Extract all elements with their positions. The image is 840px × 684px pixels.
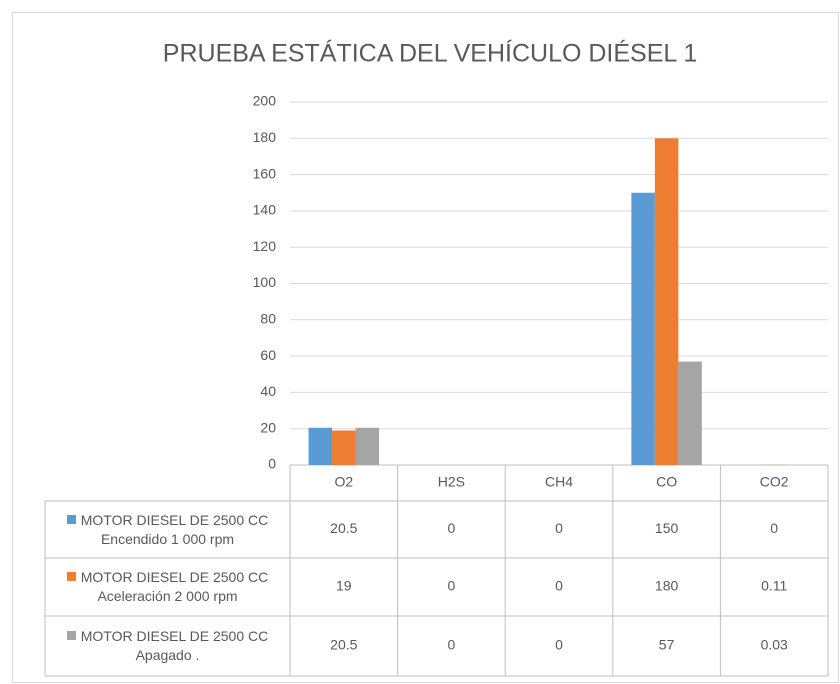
- x-tick-label: H2S: [438, 474, 465, 490]
- table-value: 20.5: [330, 637, 357, 653]
- y-tick-label: 100: [253, 274, 277, 290]
- legend-label: MOTOR DIESEL DE 2500 CC Apagado .: [80, 628, 269, 663]
- legend-swatch: [66, 631, 76, 640]
- y-tick-label: 120: [253, 238, 277, 254]
- x-tick-label: O2: [334, 474, 353, 490]
- chart-title: PRUEBA ESTÁTICA DEL VEHÍCULO DIÉSEL 1: [163, 39, 697, 68]
- table-value: 0: [448, 520, 456, 536]
- x-tick-label: CO2: [760, 474, 789, 490]
- x-tick-label: CH4: [545, 474, 573, 490]
- table-value: 19: [336, 578, 352, 594]
- y-tick-label: 60: [260, 347, 276, 363]
- table-value: 57: [659, 637, 675, 653]
- bar: [678, 361, 702, 465]
- y-tick-label: 20: [260, 419, 276, 435]
- bar: [654, 138, 679, 466]
- table-value: 0: [555, 520, 563, 536]
- legend-entry: MOTOR DIESEL DE 2500 CC Apagado .: [45, 616, 290, 676]
- y-tick-label: 140: [253, 202, 277, 218]
- y-tick-label: 160: [253, 165, 277, 181]
- table-value: 0.11: [761, 578, 787, 594]
- bar: [308, 427, 333, 465]
- table-value: 20.5: [330, 520, 357, 536]
- table-value: 0: [448, 578, 456, 594]
- table-value: 180: [655, 578, 679, 594]
- legend-entry: MOTOR DIESEL DE 2500 CC Aceleración 2 00…: [45, 558, 290, 616]
- table-value: 0: [555, 637, 563, 653]
- y-tick-label: 40: [260, 383, 276, 399]
- y-tick-label: 0: [268, 456, 276, 472]
- table-value: 0: [770, 520, 778, 536]
- table-value: 0.03: [761, 637, 788, 653]
- bar: [355, 427, 380, 465]
- y-tick-label: 180: [253, 129, 277, 145]
- chart-border: [12, 12, 839, 683]
- table-value: 150: [655, 520, 679, 536]
- legend-entry: MOTOR DIESEL DE 2500 CC Encendido 1 000 …: [45, 501, 290, 558]
- x-tick-label: CO: [656, 474, 677, 490]
- legend-label: MOTOR DIESEL DE 2500 CC Encendido 1 000 …: [80, 511, 269, 547]
- table-value: 0: [555, 578, 563, 594]
- bar: [332, 430, 356, 465]
- y-tick-label: 80: [260, 311, 276, 327]
- legend-swatch: [66, 514, 76, 524]
- legend-label: MOTOR DIESEL DE 2500 CC Aceleración 2 00…: [80, 569, 269, 604]
- bar: [631, 192, 655, 465]
- legend-swatch: [66, 572, 76, 581]
- y-tick-label: 200: [253, 93, 277, 109]
- table-value: 0: [448, 637, 456, 653]
